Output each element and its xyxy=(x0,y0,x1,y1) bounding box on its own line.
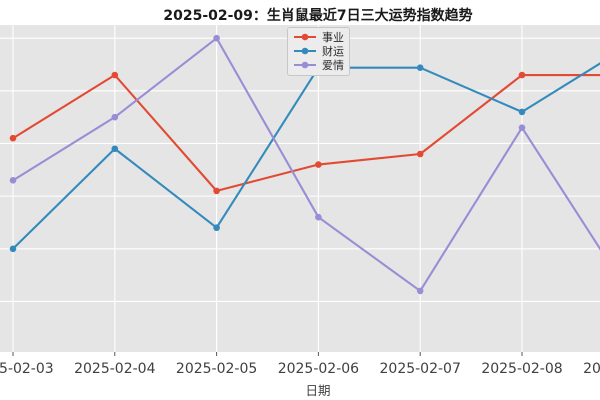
x-tick-label: 2025-02-08 xyxy=(481,361,563,377)
legend-item-love: 爱情 xyxy=(293,58,344,72)
x-tick-label: 2025-02-04 xyxy=(74,361,156,377)
x-tick-label: 2025-02-05 xyxy=(175,361,258,377)
x-tick-label: 2025-02-09 xyxy=(583,361,600,377)
x-tick-label: 2025-02-07 xyxy=(379,361,461,377)
plot-area xyxy=(0,25,600,352)
x-tick-label: 2025-02-03 xyxy=(0,361,54,377)
legend: 事业 财运 爱情 xyxy=(287,27,350,76)
x-axis-tick-labels: 2025-02-03 2025-02-04 2025-02-05 2025-02-06… xyxy=(0,361,600,378)
x-tick-label: 2025-02-06 xyxy=(277,361,360,377)
legend-item-wealth: 财运 xyxy=(293,44,344,58)
legend-label-wealth: 财运 xyxy=(322,44,344,58)
career-line-marker-icon xyxy=(294,33,316,41)
wealth-line-marker-icon xyxy=(294,47,316,55)
legend-label-love: 爱情 xyxy=(322,58,344,72)
legend-item-career: 事业 xyxy=(293,30,344,44)
love-line-marker-icon xyxy=(294,61,316,69)
legend-label-career: 事业 xyxy=(322,30,344,44)
x-axis-title: 日期 xyxy=(305,383,331,398)
chart-title: 2025-02-09：生肖鼠最近7日三大运势指数趋势 xyxy=(163,8,473,24)
